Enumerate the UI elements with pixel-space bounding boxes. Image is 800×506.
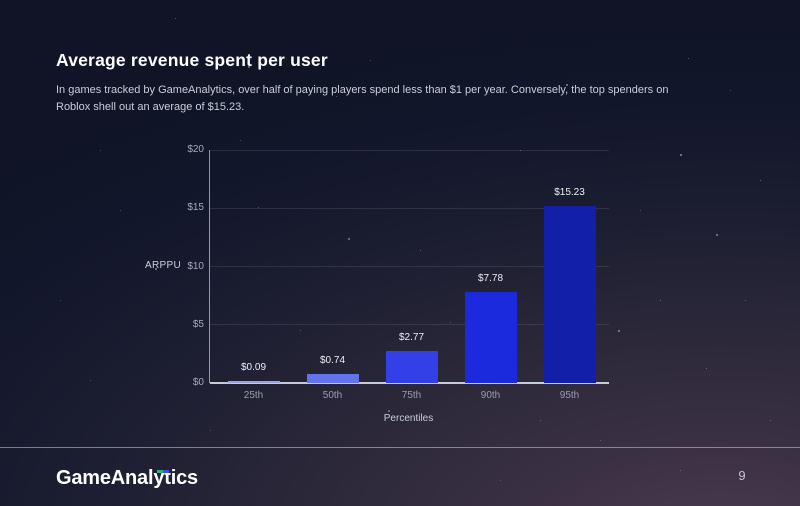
footer-divider: [0, 447, 800, 448]
x-tick-label: 25th: [243, 390, 264, 401]
subtitle-line-1: In games tracked by GameAnalytics, over …: [56, 84, 669, 96]
bar-value-label: $2.77: [398, 332, 425, 343]
page-number: 9: [738, 468, 746, 483]
gridline: [210, 207, 609, 209]
logo-text: GameAnalytics: [56, 467, 198, 489]
x-tick-label: 90th: [480, 390, 501, 401]
y-tick-label: $5: [192, 318, 204, 330]
x-axis-line: [210, 382, 609, 384]
page-title: Average revenue spent per user: [56, 50, 328, 70]
y-axis-label: ARPPU: [145, 260, 181, 271]
x-axis-label: Percentiles: [383, 413, 434, 424]
gameanalytics-logo: GameAnalytics: [56, 467, 198, 493]
y-tick-label: $20: [187, 144, 204, 155]
x-tick-label: 75th: [401, 390, 422, 401]
bar-value-label: $15.23: [554, 187, 585, 198]
gridline: [210, 324, 609, 326]
starfield-dim: [0, 0, 1, 1]
arppu-bar-chart: ARPPU $0 $5 $10 $15 $20 $0.09 25th $0.74 50th $2.…: [145, 144, 609, 424]
gridline: [210, 149, 609, 151]
bar-75th: [385, 351, 438, 383]
subtitle-line-2: Roblox shell out an average of $15.23.: [56, 101, 245, 113]
plot-area: $0 $5 $10 $15 $20 $0.09 25th $0.74 50th $2.77 75th…: [187, 144, 609, 401]
bar-50th: [306, 374, 359, 383]
y-tick-label: $0: [192, 377, 204, 388]
bar-value-label: $0.74: [319, 355, 346, 366]
x-tick-label: 50th: [322, 390, 343, 401]
starfield-bright: [0, 0, 2, 2]
bar-95th: [543, 206, 596, 383]
y-tick-label: $10: [187, 260, 204, 272]
gridline: [210, 266, 609, 267]
y-tick-label: $15: [187, 202, 204, 214]
bar-25th: [227, 381, 280, 383]
bar-90th: [464, 292, 517, 383]
x-tick-label: 95th: [559, 390, 580, 401]
page-subtitle: In games tracked by GameAnalytics, over …: [56, 82, 668, 116]
logo-mark-icon: [157, 470, 169, 473]
bar-value-label: $0.09: [240, 362, 267, 373]
bar-value-label: $7.78: [477, 273, 504, 284]
